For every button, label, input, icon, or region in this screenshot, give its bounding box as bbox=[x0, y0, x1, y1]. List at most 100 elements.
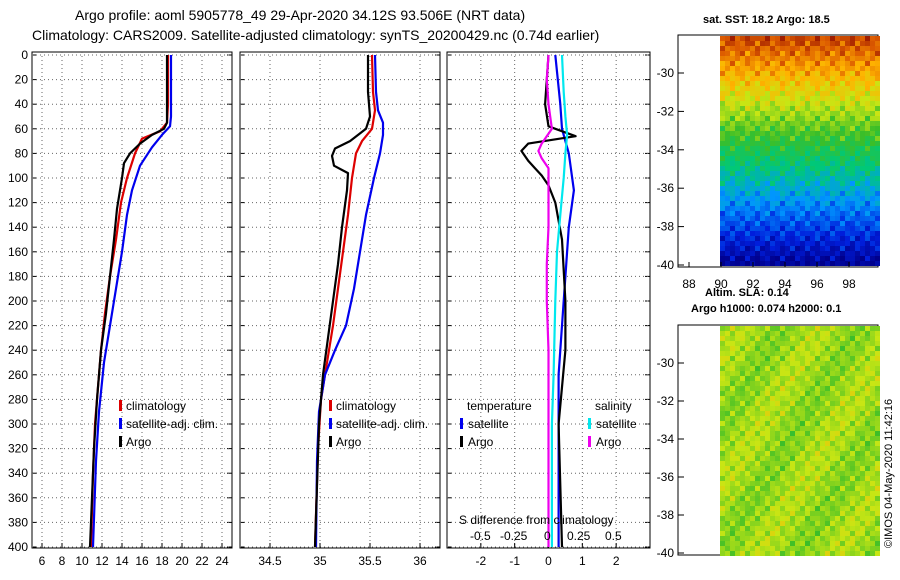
s-diff-tick: -0.25 bbox=[500, 529, 528, 543]
sst-map-title: sat. SST: 18.2 Argo: 18.5 bbox=[703, 14, 830, 26]
sla-cell bbox=[855, 356, 860, 361]
sla-cell bbox=[795, 371, 800, 376]
sst-cell bbox=[720, 221, 725, 226]
sla-cell bbox=[775, 476, 780, 481]
sst-cell bbox=[850, 121, 855, 126]
sst-cell bbox=[805, 61, 810, 66]
sla-cell bbox=[795, 401, 800, 406]
sst-cell bbox=[765, 156, 770, 161]
sst-cell bbox=[745, 116, 750, 121]
sst-cell bbox=[795, 91, 800, 96]
sla-cell bbox=[780, 426, 785, 431]
sst-cell bbox=[865, 256, 870, 261]
sla-cell bbox=[835, 456, 840, 461]
sla-cell bbox=[785, 511, 790, 516]
sla-cell bbox=[845, 531, 850, 536]
sla-cell bbox=[875, 416, 880, 421]
sla-cell bbox=[720, 421, 725, 426]
sst-cell bbox=[755, 51, 760, 56]
depth-tick-label: 400 bbox=[8, 540, 28, 554]
sla-cell bbox=[840, 426, 845, 431]
sst-cell bbox=[790, 51, 795, 56]
sst-cell bbox=[845, 51, 850, 56]
sst-cell bbox=[765, 116, 770, 121]
sla-cell bbox=[860, 431, 865, 436]
sla-cell bbox=[725, 356, 730, 361]
sst-cell bbox=[875, 141, 880, 146]
sst-cell bbox=[830, 251, 835, 256]
sla-cell bbox=[845, 481, 850, 486]
sst-cell bbox=[780, 116, 785, 121]
sla-cell bbox=[840, 496, 845, 501]
sla-cell bbox=[760, 336, 765, 341]
sla-cell bbox=[740, 536, 745, 541]
sst-cell bbox=[725, 221, 730, 226]
sla-cell bbox=[860, 341, 865, 346]
sla-cell bbox=[865, 426, 870, 431]
sla-cell bbox=[805, 331, 810, 336]
sst-cell bbox=[735, 106, 740, 111]
sst-cell bbox=[745, 236, 750, 241]
sst-cell bbox=[800, 246, 805, 251]
sla-cell bbox=[795, 426, 800, 431]
sst-cell bbox=[725, 121, 730, 126]
sla-cell bbox=[740, 516, 745, 521]
sst-cell bbox=[800, 146, 805, 151]
sla-cell bbox=[720, 501, 725, 506]
sla-cell bbox=[775, 526, 780, 531]
sla-cell bbox=[840, 416, 845, 421]
sla-cell bbox=[750, 541, 755, 546]
sst-cell bbox=[850, 141, 855, 146]
sla-cell bbox=[745, 346, 750, 351]
sla-cell bbox=[875, 346, 880, 351]
legend3-t-argo-swatch bbox=[460, 436, 463, 447]
sst-cell bbox=[845, 161, 850, 166]
sla-cell bbox=[815, 441, 820, 446]
sst-cell bbox=[845, 176, 850, 181]
sla-cell bbox=[810, 401, 815, 406]
sla-cell bbox=[855, 516, 860, 521]
sst-cell bbox=[870, 261, 875, 266]
sla-cell bbox=[870, 456, 875, 461]
sst-cell bbox=[805, 51, 810, 56]
sst-cell bbox=[795, 201, 800, 206]
sla-cell bbox=[745, 366, 750, 371]
sla-cell bbox=[790, 376, 795, 381]
sla-cell bbox=[790, 326, 795, 331]
sst-cell bbox=[745, 51, 750, 56]
depth-tick-label: 340 bbox=[8, 466, 28, 480]
sla-cell bbox=[855, 361, 860, 366]
sst-cell bbox=[720, 81, 725, 86]
sla-cell bbox=[840, 341, 845, 346]
sst-cell bbox=[820, 136, 825, 141]
sst-cell bbox=[770, 226, 775, 231]
sst-cell bbox=[730, 96, 735, 101]
sla-cell bbox=[835, 471, 840, 476]
legend-climatology-swatch bbox=[119, 400, 122, 411]
sla-cell bbox=[830, 531, 835, 536]
sst-cell bbox=[730, 86, 735, 91]
sst-cell bbox=[755, 36, 760, 41]
sst-cell bbox=[850, 126, 855, 131]
sla-cell bbox=[870, 366, 875, 371]
sla-cell bbox=[775, 471, 780, 476]
sst-cell bbox=[840, 256, 845, 261]
sla-cell bbox=[790, 466, 795, 471]
sst-cell bbox=[850, 216, 855, 221]
sla-cell bbox=[760, 386, 765, 391]
sla-cell bbox=[765, 521, 770, 526]
sst-cell bbox=[745, 211, 750, 216]
sst-cell bbox=[735, 146, 740, 151]
sla-cell bbox=[775, 456, 780, 461]
sst-cell bbox=[790, 231, 795, 236]
sla-cell bbox=[780, 461, 785, 466]
sst-cell bbox=[805, 106, 810, 111]
sla-cell bbox=[770, 326, 775, 331]
sst-cell bbox=[750, 131, 755, 136]
sst-cell bbox=[810, 216, 815, 221]
sla-cell bbox=[750, 491, 755, 496]
sla-cell bbox=[855, 346, 860, 351]
sst-cell bbox=[840, 151, 845, 156]
sla-cell bbox=[850, 511, 855, 516]
sla-cell bbox=[730, 431, 735, 436]
